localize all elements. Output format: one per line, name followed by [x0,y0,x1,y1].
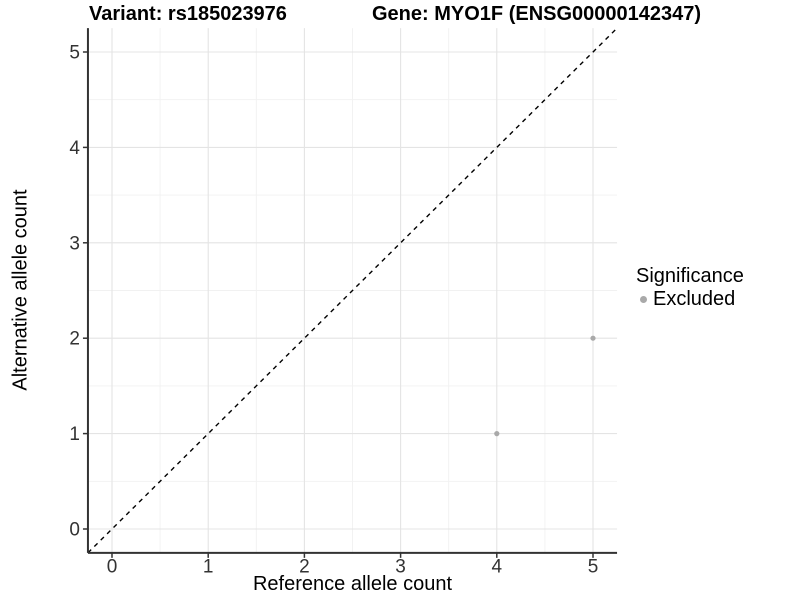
plot-title-gene: Gene: MYO1F (ENSG00000142347) [372,3,702,25]
y-tick-label: 2 [69,329,80,350]
x-tick-label: 0 [107,556,118,577]
legend: Significance Excluded [634,265,744,310]
legend-item-label: Excluded [653,288,736,310]
x-tick-label: 5 [588,556,599,577]
y-tick-label: 0 [69,520,80,541]
x-tick-label: 4 [492,556,503,577]
plot-title-variant: Variant: rs185023976 [89,3,287,25]
y-axis-label: Alternative allele count [9,189,32,391]
y-tick-label: 4 [69,138,80,159]
x-tick-label: 3 [395,556,406,577]
data-point [494,431,500,437]
identity-line [87,27,618,554]
x-tick-label: 2 [299,556,310,577]
y-tick-label: 3 [69,233,80,254]
data-point [590,335,596,341]
y-tick-label: 1 [69,424,80,445]
x-axis-label: Reference allele count [252,573,452,595]
legend-item-excluded: Excluded [634,288,744,310]
y-tick-label: 5 [69,43,80,64]
legend-marker-dot [640,295,647,303]
legend-title: Significance [636,265,744,287]
x-tick-label: 1 [203,556,214,577]
